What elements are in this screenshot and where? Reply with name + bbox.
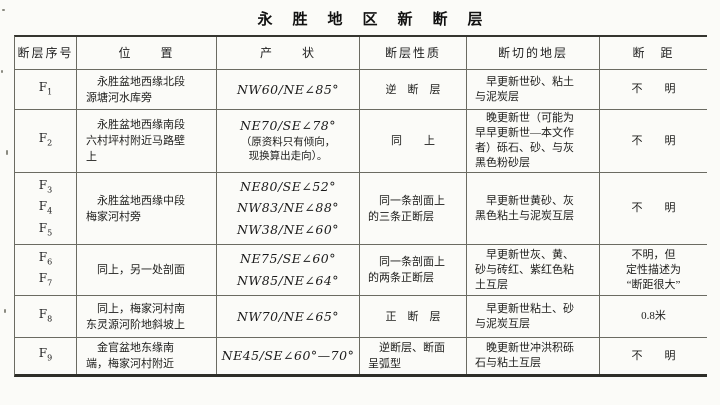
column-header-fault-number: 断层序号: [17, 46, 74, 60]
nature-cell: 同一条剖面上 的三条正断层: [359, 172, 466, 244]
scan-artifact: [1, 70, 3, 73]
location-cell: 金官盆地东缘南 端，梅家河村附近: [76, 337, 216, 374]
column-header-fault-nature: 断层性质: [359, 37, 466, 69]
strata-cell: 早更新世黄砂、灰 黑色粘土与泥炭互层: [466, 172, 599, 244]
attitude-value: NE45/SE∠60°—70°: [221, 348, 355, 363]
attitude-cell: NE45/SE∠60°—70°: [216, 337, 359, 374]
strata-cell: 晚更新世（可能为 早早更新世—本文作 者）砾石、砂、与灰 黑色粉砂层: [466, 109, 599, 172]
location-cell: 永胜盆地西缘南段 六村坪村附近马路壁 上: [76, 109, 216, 172]
attitude-value: NE75/SE∠60°: [240, 251, 336, 266]
attitude-value: NW38/NE∠60°: [236, 222, 340, 238]
fault-id: F8: [38, 306, 53, 324]
nature-cell: 同一条剖面上 的两条正断层: [359, 244, 466, 295]
strata-cell: 早更新世粘土、砂 与泥炭互层: [466, 295, 599, 337]
fault-id: F1: [38, 79, 53, 97]
attitude-cell: NE80/SE∠52° NW83/NE∠88° NW38/NE∠60°: [216, 172, 359, 244]
nature-cell: 逆 断 层: [359, 69, 466, 109]
fault-id: F7: [38, 271, 53, 288]
fault-id: F2: [38, 131, 53, 148]
attitude-cell: NE75/SE∠60° NW85/NE∠64°: [216, 244, 359, 295]
strata-cell: 晚更新世冲洪积砾 石与粘土互层: [466, 337, 599, 374]
nature-cell: 同 上: [359, 109, 466, 172]
column-header-location: 位 置: [76, 37, 216, 69]
nature-cell: 正 断 层: [359, 295, 466, 337]
displacement-cell: 不明，但 定性描述为 “断距很大”: [599, 244, 707, 295]
column-header-attitude: 产 状: [216, 37, 359, 69]
scan-artifact: [4, 309, 6, 313]
fault-id-cell: F9: [15, 337, 76, 374]
displacement-cell: 不 明: [599, 337, 707, 374]
fault-id: F3: [38, 178, 53, 195]
fault-id: F5: [38, 220, 53, 238]
column-header-strata-cut: 断切的地层: [466, 37, 599, 69]
displacement-cell: 不 明: [599, 172, 707, 244]
location-cell: 永胜盆地西缘中段 梅家河村旁: [76, 172, 216, 244]
displacement-cell: 不 明: [599, 69, 707, 109]
fault-id-cell: F6 F7: [15, 244, 76, 295]
attitude-value: NW83/NE∠88°: [236, 200, 340, 216]
attitude-value: NE70/SE∠78°: [240, 118, 336, 133]
fault-id-cell: F2: [15, 109, 76, 172]
attitude-cell: NE70/SE∠78° （原资料只有倾向， 现换算出走向）。: [216, 109, 359, 172]
attitude-value: NW85/NE∠64°: [236, 273, 340, 288]
strata-cell: 早更新世砂、粘土 与泥炭层: [466, 69, 599, 109]
scan-artifact: [6, 150, 8, 155]
fault-id-cell: F8: [15, 295, 76, 337]
fault-id: F4: [38, 199, 53, 216]
displacement-cell: 0.8米: [599, 295, 707, 337]
attitude-value: NE80/SE∠52°: [240, 178, 336, 194]
attitude-cell: NW70/NE∠65°: [216, 295, 359, 337]
location-cell: 同上，梅家河村南 东灵源河阶地斜坡上: [76, 295, 216, 337]
page-title: 永胜地区新断层: [257, 12, 503, 28]
attitude-cell: NW60/NE∠85°: [216, 69, 359, 109]
fault-id: F9: [38, 346, 53, 363]
location-cell: 永胜盆地西缘北段 源塘河水库旁: [76, 69, 216, 109]
attitude-value: NW60/NE∠85°: [236, 81, 340, 97]
location-cell: 同上，另一处剖面: [76, 244, 216, 295]
attitude-value: NW70/NE∠65°: [236, 308, 340, 324]
attitude-note: （原资料只有倾向， 现换算出走向）。: [240, 137, 336, 162]
displacement-cell: 不 明: [599, 109, 707, 172]
column-header-displacement: 断 距: [599, 37, 707, 69]
scan-artifact: [2, 9, 5, 11]
fault-id-cell: F3 F4 F5: [15, 172, 76, 244]
fault-id: F6: [38, 250, 53, 267]
strata-cell: 早更新世灰、黄、 砂与砖红、紫红色粘 土互层: [466, 244, 599, 295]
fault-table: 断层序号 位 置 产 状 断层性质 断切的地层 断 距 F1 永胜盆地西缘北段 …: [14, 35, 707, 377]
nature-cell: 逆断层、断面 呈弧型: [359, 337, 466, 374]
fault-id-cell: F1: [15, 69, 76, 109]
